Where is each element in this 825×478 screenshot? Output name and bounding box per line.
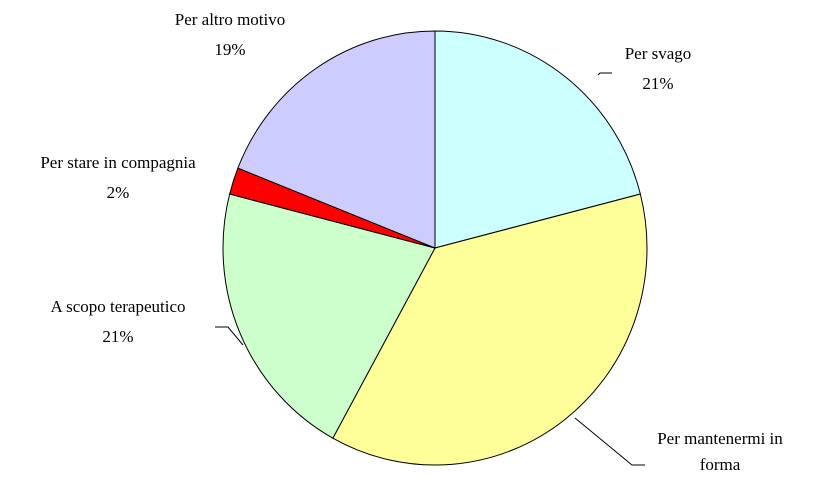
value-label: 19% bbox=[214, 40, 245, 59]
category-label: Per stare in compagnia bbox=[40, 153, 196, 172]
category-label-line: forma bbox=[700, 455, 741, 474]
pie bbox=[222, 30, 648, 466]
wedge bbox=[332, 193, 648, 466]
category-label: A scopo terapeutico bbox=[50, 297, 185, 316]
wedge bbox=[237, 30, 436, 249]
value-label: 21% bbox=[642, 74, 673, 93]
wedge bbox=[222, 193, 436, 439]
value-label: 2% bbox=[107, 183, 130, 202]
value-label: 21% bbox=[102, 327, 133, 346]
category-label: Per altro motivo bbox=[175, 10, 285, 29]
leader-line bbox=[215, 326, 244, 346]
category-label-line: Per mantenermi in bbox=[657, 429, 783, 448]
leader-line bbox=[597, 72, 612, 76]
labels: Per svago 21% Per mantenermi in forma A scop… bbox=[40, 10, 783, 474]
category-label: Per mantenermi in forma bbox=[657, 429, 783, 474]
leader-line bbox=[574, 417, 645, 466]
wedge bbox=[434, 30, 641, 249]
category-label: Per svago bbox=[625, 44, 692, 63]
